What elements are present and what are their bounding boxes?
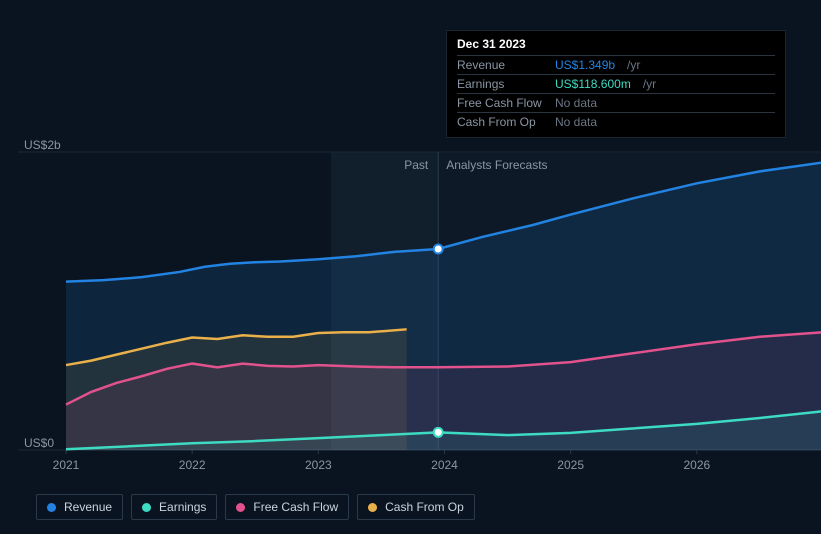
legend-label: Revenue	[64, 500, 112, 514]
x-axis-tick-label: 2022	[179, 458, 206, 472]
x-axis-tick-label: 2024	[431, 458, 458, 472]
tooltip-metric-label: Free Cash Flow	[457, 96, 547, 110]
tooltip-row: Cash From Op No data	[457, 112, 775, 131]
tooltip-unit: /yr	[643, 77, 656, 91]
x-axis-tick-label: 2025	[557, 458, 584, 472]
legend-item-revenue[interactable]: Revenue	[36, 494, 123, 520]
y-axis-tick-label: US$2b	[24, 138, 61, 152]
legend-swatch-icon	[236, 503, 245, 512]
tooltip-unit: /yr	[627, 58, 640, 72]
legend-label: Cash From Op	[385, 500, 464, 514]
legend-swatch-icon	[47, 503, 56, 512]
chart-legend: Revenue Earnings Free Cash Flow Cash From O…	[36, 494, 475, 520]
tooltip-metric-value: US$118.600m	[555, 77, 631, 91]
tooltip-metric-value: US$1.349b	[555, 58, 615, 72]
x-axis-tick-label: 2021	[53, 458, 80, 472]
financial-forecast-chart: US$0US$2b 202120222023202420252026 Past …	[18, 10, 805, 514]
tooltip-metric-value: No data	[555, 96, 597, 110]
x-axis-tick-label: 2026	[683, 458, 710, 472]
data-tooltip: Dec 31 2023 Revenue US$1.349b/yr Earnings U…	[446, 30, 786, 138]
forecast-region-label: Analysts Forecasts	[446, 158, 547, 172]
y-axis-tick-label: US$0	[24, 436, 54, 450]
past-region-label: Past	[404, 158, 428, 172]
tooltip-date: Dec 31 2023	[457, 37, 775, 55]
tooltip-metric-value: No data	[555, 115, 597, 129]
tooltip-metric-label: Earnings	[457, 77, 547, 91]
x-axis-tick-label: 2023	[305, 458, 332, 472]
tooltip-metric-label: Revenue	[457, 58, 547, 72]
legend-swatch-icon	[142, 503, 151, 512]
legend-item-earnings[interactable]: Earnings	[131, 494, 217, 520]
legend-label: Earnings	[159, 500, 206, 514]
tooltip-metric-label: Cash From Op	[457, 115, 547, 129]
tooltip-row: Earnings US$118.600m/yr	[457, 74, 775, 93]
tooltip-row: Free Cash Flow No data	[457, 93, 775, 112]
legend-swatch-icon	[368, 503, 377, 512]
legend-item-cash-from-op[interactable]: Cash From Op	[357, 494, 475, 520]
legend-label: Free Cash Flow	[253, 500, 338, 514]
legend-item-free-cash-flow[interactable]: Free Cash Flow	[225, 494, 349, 520]
tooltip-row: Revenue US$1.349b/yr	[457, 55, 775, 74]
